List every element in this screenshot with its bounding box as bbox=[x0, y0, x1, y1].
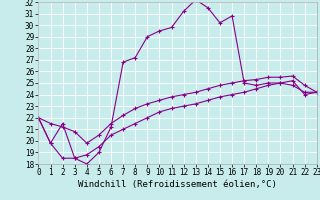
X-axis label: Windchill (Refroidissement éolien,°C): Windchill (Refroidissement éolien,°C) bbox=[78, 180, 277, 189]
